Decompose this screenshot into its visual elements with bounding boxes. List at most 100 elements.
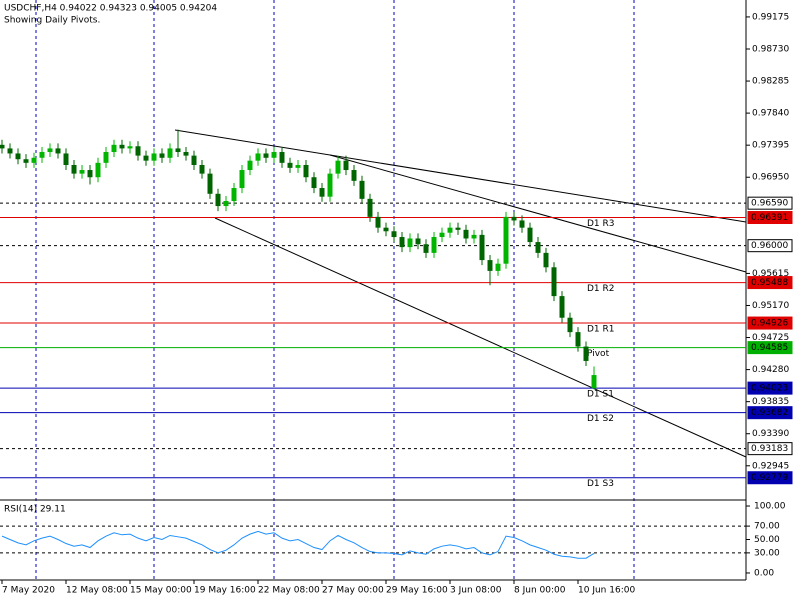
level-name: D1 R1: [587, 325, 615, 335]
candle-body: [111, 144, 117, 153]
candle-body: [407, 238, 413, 248]
candle-body: [527, 227, 533, 243]
level-label-box: [747, 341, 793, 355]
x-tick-label: 3 Jun 08:00: [450, 586, 502, 596]
chart-subtitle: Showing Daily Pivots.: [4, 16, 100, 26]
y-tick-label: 100.00: [754, 502, 786, 512]
y-tick-label: 0.98730: [752, 44, 789, 54]
y-tick-label: 70.00: [754, 522, 780, 532]
level-label-box: [747, 442, 793, 456]
candle-body: [47, 148, 53, 153]
candle-body: [439, 232, 445, 238]
candle-body: [375, 216, 381, 228]
level-label-box: [747, 276, 793, 290]
x-tick-label: 22 May 08:00: [258, 586, 320, 596]
trend-line: [214, 217, 747, 458]
candle-body: [295, 164, 301, 168]
y-tick-label: 0.00: [754, 568, 774, 578]
candle-body: [247, 160, 253, 171]
chart-title: USDCHF,H4 0.94022 0.94323 0.94005 0.9420…: [4, 4, 217, 14]
level-label: 0.96590: [751, 199, 788, 209]
candle-body: [431, 237, 437, 253]
candle-body: [327, 173, 333, 197]
candle-body: [255, 153, 261, 161]
level-name: D1 R2: [587, 284, 615, 294]
candle-body: [215, 193, 221, 207]
x-tick-label: 7 May 2020: [2, 586, 55, 596]
candle-body: [15, 153, 21, 160]
candle-body: [95, 162, 101, 178]
candle-body: [567, 317, 573, 333]
candle-body: [543, 252, 549, 268]
candle-body: [455, 227, 461, 230]
level-label-box: [747, 471, 793, 485]
candle-body: [479, 234, 485, 261]
level-label: 0.93183: [751, 444, 788, 454]
x-tick-label: 29 May 16:00: [386, 586, 448, 596]
candle-body: [0, 144, 5, 149]
x-tick-label: 8 Jun 00:00: [514, 586, 566, 596]
candle-body: [423, 244, 429, 253]
candle-body: [119, 144, 125, 149]
y-tick-label: 0.92945: [752, 461, 789, 471]
candle-body: [31, 157, 37, 163]
level-label-box: [747, 211, 793, 225]
candle-body: [351, 170, 357, 181]
y-tick-label: 0.93390: [752, 429, 789, 439]
trend-line: [329, 154, 747, 273]
vertical-grid: [35, 0, 635, 580]
candle-body: [55, 148, 61, 154]
candle-body: [7, 148, 13, 154]
candle-body: [495, 263, 501, 271]
y-tick-label: 0.93835: [752, 397, 789, 407]
candle-body: [303, 164, 309, 178]
candle-body: [415, 238, 421, 245]
candle-body: [231, 188, 237, 202]
candle-body: [263, 153, 269, 158]
x-tick-label: 10 Jun 16:00: [578, 586, 635, 596]
candle-body: [487, 260, 493, 271]
level-name: D1 S3: [587, 479, 614, 489]
candle-body: [151, 153, 157, 161]
level-label: 0.92779: [751, 473, 788, 483]
rsi-title: RSI(14) 29.11: [4, 505, 66, 515]
x-tick-label: 19 May 16:00: [194, 586, 256, 596]
candle-body: [175, 148, 181, 153]
level-name: D1 S1: [587, 390, 614, 400]
candle-body: [383, 227, 389, 232]
candle-body: [519, 220, 525, 228]
y-tick-label: 0.95615: [752, 269, 789, 279]
candle-body: [127, 146, 133, 149]
candle-body: [367, 198, 373, 217]
level-label: 0.95488: [751, 278, 788, 288]
y-tick-label: 0.97395: [752, 141, 789, 151]
y-tick-label: 50.00: [754, 535, 780, 545]
candle-body: [311, 177, 317, 189]
level-label: 0.94023: [751, 384, 788, 394]
candle-body: [463, 229, 469, 239]
level-label: 0.94926: [751, 319, 788, 329]
level-name: D1 R3: [587, 219, 615, 229]
y-tick-label: 0.95170: [752, 301, 789, 311]
level-label-box: [747, 196, 793, 210]
candle-body: [279, 152, 285, 163]
level-label: 0.93682: [751, 408, 788, 418]
level-label: 0.94585: [751, 343, 788, 353]
x-tick-label: 12 May 08:00: [66, 586, 128, 596]
candle-body: [39, 152, 45, 158]
candle-body: [335, 160, 341, 174]
y-tick-label: 0.96950: [752, 173, 789, 183]
candle-body: [223, 201, 229, 207]
candle-body: [167, 148, 173, 158]
candle-body: [71, 164, 77, 174]
candle-body: [447, 227, 453, 233]
candle-body: [135, 146, 141, 156]
x-tick-label: 15 May 00:00: [130, 586, 192, 596]
candle-body: [199, 164, 205, 174]
candle-body: [87, 170, 93, 178]
candle-body: [79, 170, 85, 174]
candle-body: [319, 188, 325, 197]
y-tick-label: 0.94280: [752, 365, 789, 375]
candle-body: [559, 296, 565, 318]
